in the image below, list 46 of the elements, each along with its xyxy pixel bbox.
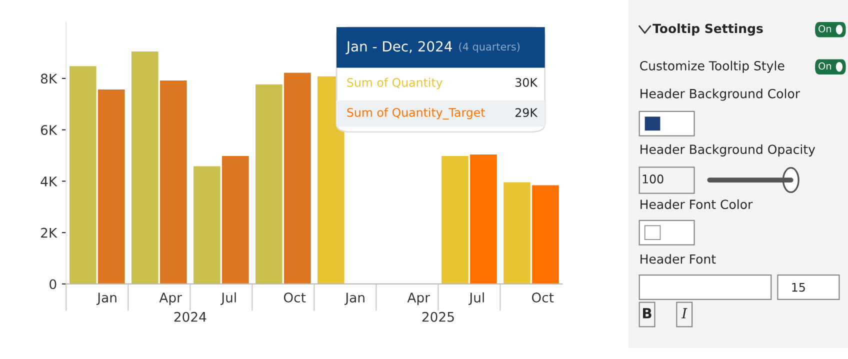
series-label: Sum of Quantity bbox=[347, 78, 442, 90]
y-tick-label: 6K bbox=[40, 125, 58, 136]
bar bbox=[504, 182, 530, 284]
text: On bbox=[818, 62, 832, 70]
y-tick-label: 2K bbox=[41, 228, 58, 238]
bar bbox=[222, 156, 249, 284]
x-tick-label: Oct bbox=[532, 292, 554, 303]
bar bbox=[318, 76, 344, 284]
bar bbox=[256, 84, 282, 284]
annotation: 30K bbox=[516, 78, 538, 87]
text: Tooltip Settings bbox=[652, 24, 763, 36]
bar bbox=[442, 156, 468, 284]
x-tick-label: Apr bbox=[159, 292, 182, 306]
y-tick-label: 8K bbox=[40, 74, 58, 84]
annotation: 29K bbox=[516, 108, 538, 118]
text: Customize Tooltip Style bbox=[640, 60, 784, 73]
text: Sum of Quantity_Target bbox=[347, 108, 485, 120]
bar bbox=[69, 66, 96, 284]
text: 2025 bbox=[422, 312, 454, 322]
bar bbox=[532, 185, 559, 284]
annotation: (4 quarters) bbox=[459, 42, 520, 53]
text: 2024 bbox=[174, 312, 206, 322]
bar bbox=[160, 80, 187, 284]
bar bbox=[284, 72, 311, 284]
x-tick-label: Jan bbox=[96, 292, 116, 305]
x-tick-label: Jul bbox=[468, 292, 484, 305]
x-tick-label: Jan bbox=[344, 292, 364, 305]
text: 100 bbox=[642, 174, 664, 184]
text: Header Font Color bbox=[640, 199, 753, 210]
text: I bbox=[681, 308, 688, 318]
text: 15 bbox=[792, 282, 805, 292]
x-tick-label: Oct bbox=[284, 292, 306, 303]
y-tick-label: 4K bbox=[40, 176, 58, 186]
text: On bbox=[818, 25, 832, 32]
bar bbox=[131, 51, 158, 284]
annotation: Jan - Dec, 2024 bbox=[346, 41, 452, 54]
text: Header Font bbox=[640, 254, 716, 264]
y-tick-label: 0 bbox=[50, 279, 56, 290]
x-tick-label: Apr bbox=[407, 292, 430, 306]
text: Header Background Opacity bbox=[640, 144, 816, 156]
text: B bbox=[643, 308, 652, 318]
bar bbox=[194, 166, 220, 284]
x-tick-label: Jul bbox=[220, 292, 236, 305]
text: Header Background Color bbox=[640, 88, 800, 101]
bar bbox=[470, 154, 497, 284]
bar bbox=[98, 89, 125, 284]
